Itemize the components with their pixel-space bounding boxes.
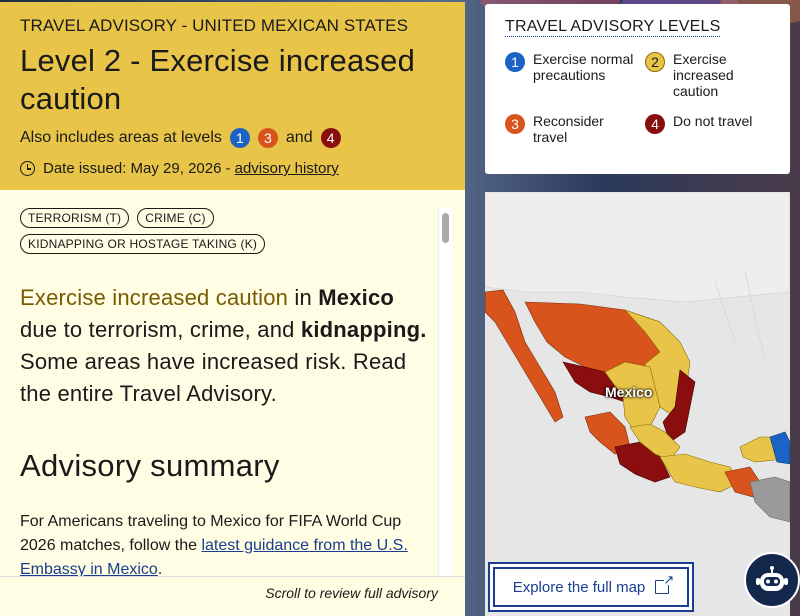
advisory-panel: TRAVEL ADVISORY - UNITED MEXICAN STATES … <box>0 2 465 616</box>
and-word: and <box>285 129 313 146</box>
level-2-label: Exercise increased caution <box>673 51 734 99</box>
level-3-icon: 3 <box>505 114 525 134</box>
mexico-map-graphic <box>485 192 790 523</box>
explore-map-label: Explore the full map <box>512 578 646 596</box>
chatbot-button[interactable] <box>744 552 800 608</box>
clock-icon <box>20 161 35 176</box>
date-issued-text: Date issued: May 29, 2026 - <box>43 160 231 177</box>
level-1-icon: 1 <box>505 52 525 72</box>
tag-terrorism: TERRORISM (T) <box>20 208 130 228</box>
risk-tags: TERRORISM (T) CRIME (C) KIDNAPPING OR HO… <box>20 208 440 254</box>
level-3-badge: 3 <box>257 128 278 148</box>
level-item-4: 4 Do not travel <box>645 113 778 134</box>
scroll-hint: Scroll to review full advisory <box>265 585 438 601</box>
level-item-3: 3 Reconsider travel <box>505 113 623 145</box>
scroll-hint-bar: Scroll to review full advisory <box>0 576 465 614</box>
advisory-header: TRAVEL ADVISORY - UNITED MEXICAN STATES … <box>0 2 465 190</box>
tag-crime: CRIME (C) <box>137 208 214 228</box>
also-includes-label: Also includes areas at levels <box>20 129 222 146</box>
level-4-label: Do not travel <box>673 113 753 129</box>
external-link-icon <box>655 572 674 594</box>
advisory-map[interactable]: Mexico <box>485 192 790 616</box>
lead-country: Mexico <box>318 285 395 310</box>
embassy-guidance-link[interactable]: latest guidance from the U.S. Embassy in… <box>20 537 408 576</box>
date-issued: Date issued: May 29, 2026 - advisory his… <box>20 160 445 177</box>
level-4-icon: 4 <box>645 114 665 134</box>
summary-paragraph: For Americans traveling to Mexico for FI… <box>20 510 420 576</box>
page-title: Level 2 - Exercise increased caution <box>20 43 416 116</box>
advisory-body[interactable]: TERRORISM (T) CRIME (C) KIDNAPPING OR HO… <box>0 190 465 576</box>
level-4-badge: 4 <box>320 128 341 148</box>
map-country-label: Mexico <box>605 384 653 400</box>
advisory-kicker: TRAVEL ADVISORY - UNITED MEXICAN STATES <box>20 16 409 35</box>
lead-kidnapping: kidnapping. <box>300 317 427 342</box>
level-item-1: 1 Exercise normal precautions <box>505 51 638 83</box>
lead-in: in <box>288 285 319 310</box>
tag-kidnapping: KIDNAPPING OR HOSTAGE TAKING (K) <box>20 234 266 254</box>
lead-due-to: due to terrorism, crime, and <box>20 317 301 342</box>
summary-end: . <box>157 561 163 576</box>
lead-rest: Some areas have increased risk. Read the… <box>20 349 407 406</box>
level-1-label: Exercise normal precautions <box>533 51 634 83</box>
advisory-history-link[interactable]: advisory history <box>234 160 339 177</box>
level-2-icon: 2 <box>645 52 665 72</box>
explore-map-button[interactable]: Explore the full map <box>493 567 689 607</box>
level-1-badge: 1 <box>229 128 250 148</box>
also-includes-levels: Also includes areas at levels 1 3 and 4 <box>20 128 445 148</box>
level-3-label: Reconsider travel <box>533 113 604 145</box>
summary-text: For Americans traveling to Mexico for FI… <box>20 513 402 554</box>
scrollbar-thumb[interactable] <box>442 213 449 243</box>
summary-heading: Advisory summary <box>20 448 280 483</box>
robot-icon <box>756 566 788 591</box>
scrollbar[interactable] <box>438 208 452 576</box>
level-item-2: 2 Exercise increased caution <box>645 51 743 99</box>
advisory-lead: Exercise increased caution in Mexico due… <box>20 282 430 410</box>
levels-legend-card: TRAVEL ADVISORY LEVELS 1 Exercise normal… <box>485 4 790 174</box>
lead-highlight: Exercise increased caution <box>20 285 289 310</box>
levels-list: 1 Exercise normal precautions 2 Exercise… <box>505 49 770 159</box>
levels-heading[interactable]: TRAVEL ADVISORY LEVELS <box>505 18 721 37</box>
